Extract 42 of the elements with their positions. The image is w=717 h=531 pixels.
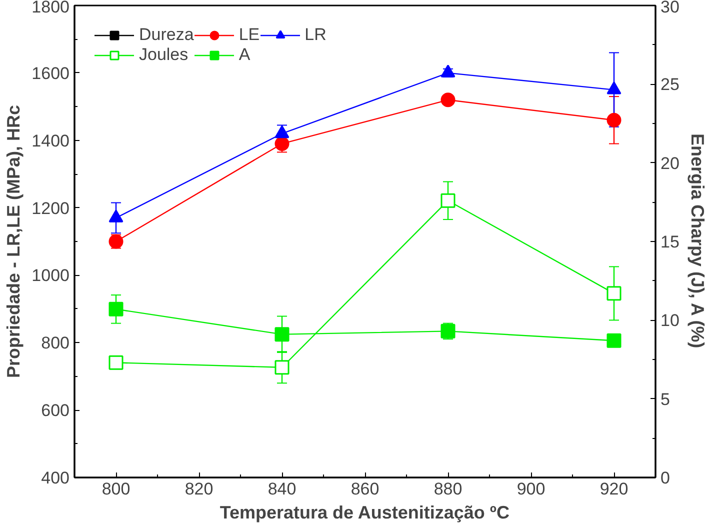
y2-tick-label: 20 xyxy=(660,154,680,173)
x-tick-label: 860 xyxy=(350,480,380,498)
y-tick-label: 1200 xyxy=(32,198,70,218)
x-tick-label: 920 xyxy=(600,480,628,498)
point xyxy=(440,64,456,78)
y-axis-title: Propriedade - LR,LE (MPa), HRc xyxy=(4,104,24,378)
point xyxy=(440,193,456,208)
y2-tick-label: 25 xyxy=(660,75,680,94)
y-tick-label: 1800 xyxy=(32,0,70,16)
y-tick-label: 600 xyxy=(41,401,70,420)
legend-label: Joules xyxy=(139,45,188,65)
x-tick-label: 840 xyxy=(268,480,296,498)
y-tick-label: 400 xyxy=(41,468,70,488)
x-tick-label: 880 xyxy=(434,480,462,498)
x-axis-title: Temperatura de Austenitização ºC xyxy=(220,502,510,522)
x-tick-label: 900 xyxy=(516,480,546,498)
legend-label: A xyxy=(238,45,252,65)
y2-tick-label: 30 xyxy=(660,0,680,16)
y2-tick-label: 0 xyxy=(660,468,670,488)
x-tick-label: 800 xyxy=(102,480,130,498)
point xyxy=(274,327,290,342)
point xyxy=(440,92,456,108)
point xyxy=(606,333,622,348)
legend-label: LE xyxy=(238,25,260,45)
point xyxy=(606,82,622,94)
y-tick-label: 1400 xyxy=(32,131,70,150)
y2-tick-label: 5 xyxy=(660,390,670,409)
x-tick-label: 820 xyxy=(184,480,214,498)
legend-label: LR xyxy=(304,25,326,45)
y2-tick-label: 15 xyxy=(660,232,680,252)
point xyxy=(274,360,290,375)
point xyxy=(606,112,622,128)
y-tick-label: 800 xyxy=(41,334,70,353)
point xyxy=(108,302,124,316)
y2-axis-title: Energia Charpy (J), A (%) xyxy=(687,133,708,348)
point xyxy=(274,125,290,138)
legend-label: Dureza xyxy=(139,25,194,45)
y-tick-label: 1600 xyxy=(32,64,70,83)
y2-tick-label: 10 xyxy=(660,311,680,330)
point xyxy=(108,355,124,370)
y-tick-label: 1000 xyxy=(32,266,70,286)
point xyxy=(606,286,622,301)
